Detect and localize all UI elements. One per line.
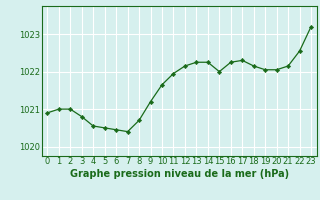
X-axis label: Graphe pression niveau de la mer (hPa): Graphe pression niveau de la mer (hPa) <box>70 169 289 179</box>
